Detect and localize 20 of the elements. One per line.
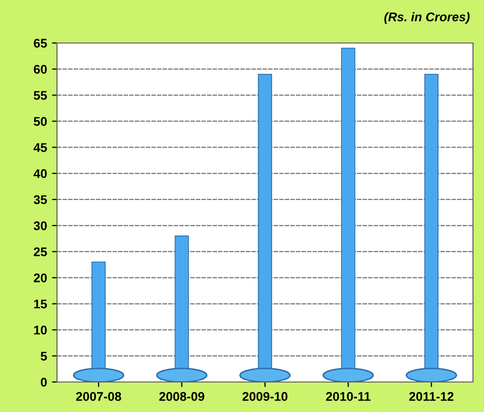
x-tick-label: 2010-11 — [326, 392, 370, 401]
y-tick-label: 0 — [40, 378, 47, 387]
y-tick-label: 20 — [34, 273, 47, 282]
y-tick-label: 10 — [34, 326, 47, 334]
x-tick-label: 2009-10 — [242, 392, 288, 401]
y-tick-label: 35 — [34, 195, 47, 204]
y-tick-label: 50 — [34, 117, 47, 126]
y-tick-label: 25 — [34, 247, 47, 256]
x-tick-label: 2007-08 — [76, 392, 122, 401]
x-tick-label: 2011-12 — [409, 392, 454, 401]
text: (Rs. in Crores) — [384, 12, 470, 24]
y-tick-label: 5 — [40, 352, 47, 361]
y-tick-label: 45 — [34, 143, 47, 152]
y-tick-label: 60 — [34, 64, 47, 74]
x-tick-label: 2008-09 — [159, 392, 204, 401]
y-tick-label: 65 — [34, 38, 47, 48]
y-tick-label: 15 — [34, 300, 47, 308]
y-tick-label: 40 — [34, 169, 47, 178]
y-tick-label: 55 — [34, 91, 47, 100]
y-tick-label: 30 — [34, 221, 47, 230]
